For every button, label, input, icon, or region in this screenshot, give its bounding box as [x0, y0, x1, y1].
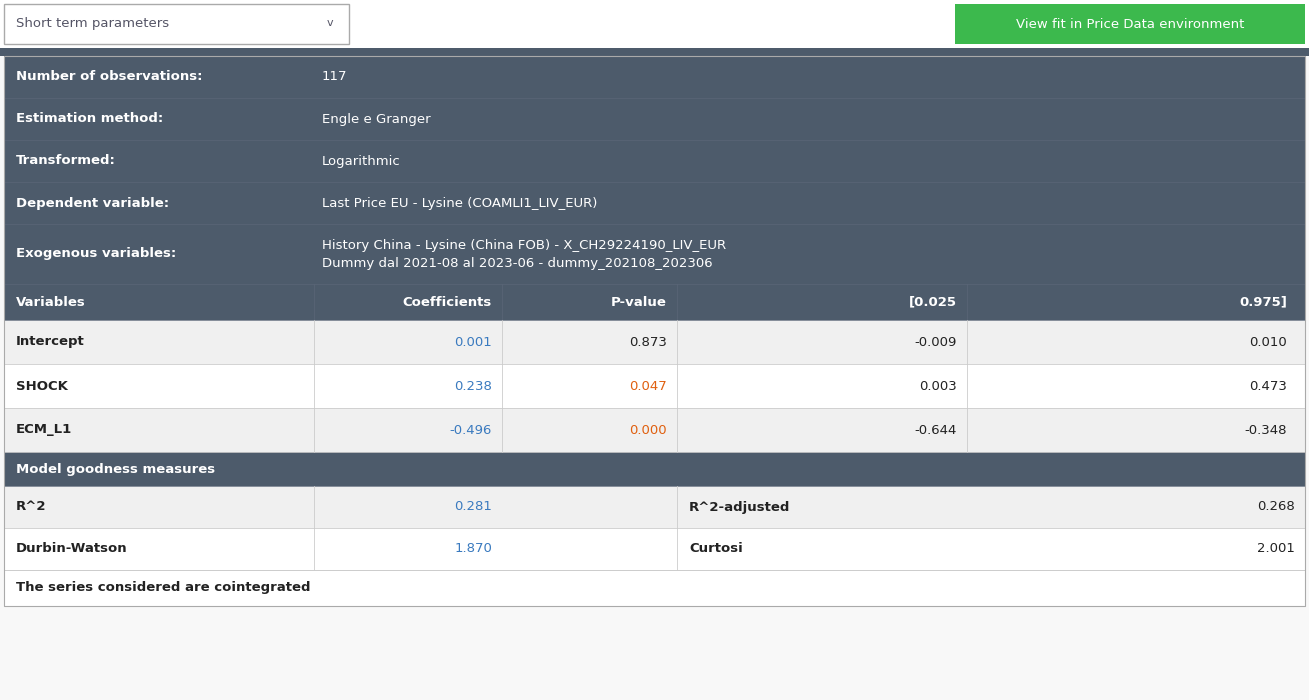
Text: Short term parameters: Short term parameters	[16, 18, 169, 31]
Text: v: v	[327, 18, 334, 28]
Bar	[4, 408, 1305, 452]
Text: 0.873: 0.873	[630, 335, 668, 349]
Bar	[4, 486, 1305, 528]
Bar	[4, 140, 1305, 182]
Bar	[4, 98, 1305, 140]
Text: 1.870: 1.870	[454, 542, 492, 556]
Text: 0.010: 0.010	[1249, 335, 1287, 349]
Text: Exogenous variables:: Exogenous variables:	[16, 248, 177, 260]
Text: Transformed:: Transformed:	[16, 155, 117, 167]
Text: 0.268: 0.268	[1257, 500, 1295, 514]
Text: -0.496: -0.496	[449, 424, 492, 437]
Text: R^2-adjusted: R^2-adjusted	[689, 500, 791, 514]
Text: Durbin-Watson: Durbin-Watson	[16, 542, 127, 556]
Text: 0.281: 0.281	[454, 500, 492, 514]
Text: -0.009: -0.009	[915, 335, 957, 349]
Text: 0.003: 0.003	[919, 379, 957, 393]
Text: Dummy dal 2021-08 al 2023-06 - dummy_202108_202306: Dummy dal 2021-08 al 2023-06 - dummy_202…	[322, 256, 712, 270]
Text: Coefficients: Coefficients	[403, 295, 492, 309]
Text: Number of observations:: Number of observations:	[16, 71, 203, 83]
Text: Dependent variable:: Dependent variable:	[16, 197, 169, 209]
Text: [0.025: [0.025	[908, 295, 957, 309]
Bar	[4, 284, 1305, 320]
Text: ECM_L1: ECM_L1	[16, 424, 72, 437]
Bar	[4, 570, 1305, 606]
Bar	[4, 56, 1305, 606]
Text: 0.001: 0.001	[454, 335, 492, 349]
Text: Variables: Variables	[16, 295, 86, 309]
Bar	[4, 224, 1305, 284]
Text: Estimation method:: Estimation method:	[16, 113, 164, 125]
Text: 2.001: 2.001	[1257, 542, 1295, 556]
Bar	[0, 0, 1309, 48]
Text: 0.047: 0.047	[630, 379, 668, 393]
Text: P-value: P-value	[611, 295, 668, 309]
Bar	[4, 452, 1305, 486]
Bar	[4, 528, 1305, 570]
Text: -0.348: -0.348	[1245, 424, 1287, 437]
Bar	[4, 182, 1305, 224]
Text: Engle e Granger: Engle e Granger	[322, 113, 431, 125]
Text: SHOCK: SHOCK	[16, 379, 68, 393]
Text: View fit in Price Data environment: View fit in Price Data environment	[1016, 18, 1244, 31]
Bar	[4, 56, 1305, 98]
Text: R^2: R^2	[16, 500, 47, 514]
Bar	[4, 364, 1305, 408]
Text: The series considered are cointegrated: The series considered are cointegrated	[16, 582, 310, 594]
Text: Last Price EU - Lysine (COAMLI1_LIV_EUR): Last Price EU - Lysine (COAMLI1_LIV_EUR)	[322, 197, 597, 209]
Text: -0.644: -0.644	[915, 424, 957, 437]
Text: 0.473: 0.473	[1249, 379, 1287, 393]
Text: Logarithmic: Logarithmic	[322, 155, 401, 167]
Text: Intercept: Intercept	[16, 335, 85, 349]
Bar	[956, 4, 1305, 44]
Bar	[0, 48, 1309, 56]
Text: 0.975]: 0.975]	[1240, 295, 1287, 309]
Text: 117: 117	[322, 71, 347, 83]
Text: Curtosi: Curtosi	[689, 542, 742, 556]
Text: Model goodness measures: Model goodness measures	[16, 463, 215, 475]
Bar	[4, 320, 1305, 364]
Bar	[4, 4, 350, 44]
Text: 0.000: 0.000	[630, 424, 668, 437]
Text: 0.238: 0.238	[454, 379, 492, 393]
Text: History China - Lysine (China FOB) - X_CH29224190_LIV_EUR: History China - Lysine (China FOB) - X_C…	[322, 239, 726, 251]
